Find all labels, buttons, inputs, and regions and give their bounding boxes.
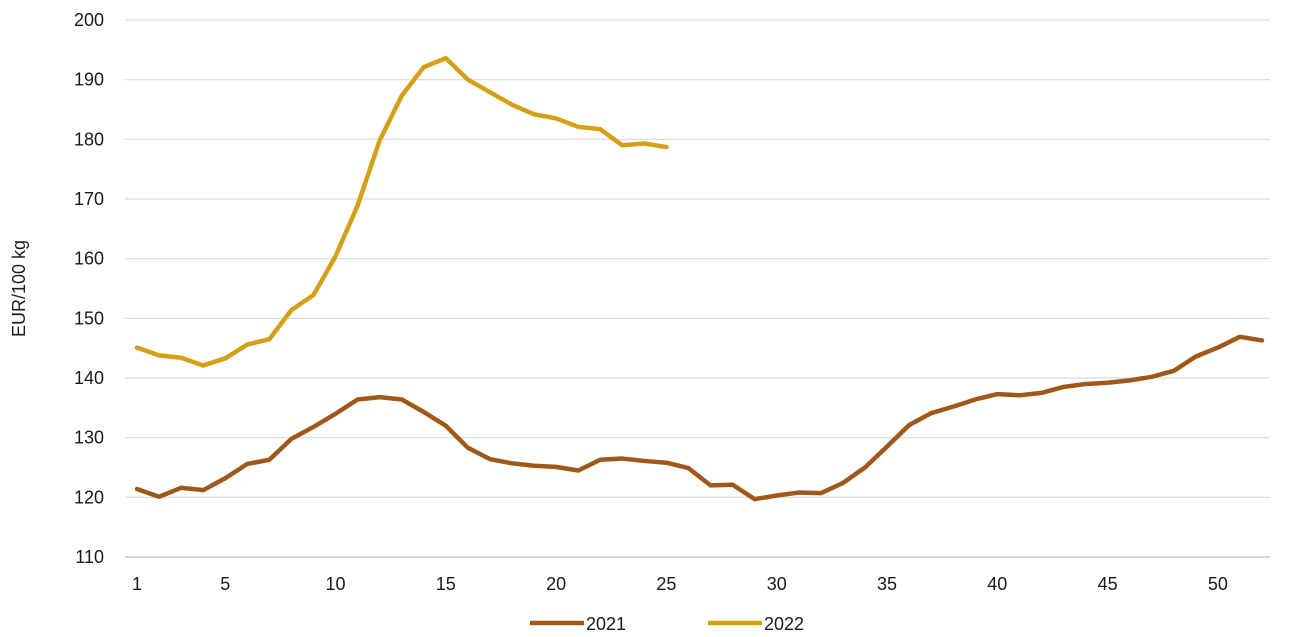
- gridlines: [125, 19, 1270, 498]
- y-tick-label: 120: [74, 487, 104, 507]
- x-tick-label: 20: [546, 574, 566, 594]
- series-lines: [134, 55, 1265, 502]
- legend-label-2021: 2021: [586, 614, 626, 634]
- x-tick-label: 50: [1208, 574, 1228, 594]
- x-tick-label: 1: [132, 574, 142, 594]
- y-tick-label: 150: [74, 308, 104, 328]
- y-tick-label: 170: [74, 189, 104, 209]
- y-tick-label: 130: [74, 428, 104, 448]
- series-line-2021: [134, 334, 1265, 502]
- x-tick-label: 5: [220, 574, 230, 594]
- y-tick-label: 160: [74, 249, 104, 269]
- y-tick-label: 190: [74, 70, 104, 90]
- x-tick-label: 30: [767, 574, 787, 594]
- x-axis-tick-labels: 1 5 10 15 20 25 30 35 40 45 50: [132, 574, 1228, 594]
- y-tick-label: 110: [75, 547, 104, 567]
- x-tick-label: 40: [987, 574, 1007, 594]
- x-tick-label: 35: [877, 574, 897, 594]
- x-tick-label: 10: [326, 574, 346, 594]
- y-tick-label: 140: [74, 368, 104, 388]
- legend: 2021 2022: [530, 614, 804, 634]
- series-line-2022: [134, 55, 669, 368]
- x-tick-label: 15: [436, 574, 456, 594]
- x-tick-label: 45: [1098, 574, 1118, 594]
- y-tick-label: 180: [74, 129, 104, 149]
- y-tick-label: 200: [74, 10, 104, 30]
- x-tick-label: 25: [656, 574, 676, 594]
- y-axis-tick-labels: 110 120 130 140 150 160 170 180 190 200: [74, 10, 104, 567]
- legend-label-2022: 2022: [764, 614, 804, 634]
- y-axis-title: EUR/100 kg: [9, 240, 29, 337]
